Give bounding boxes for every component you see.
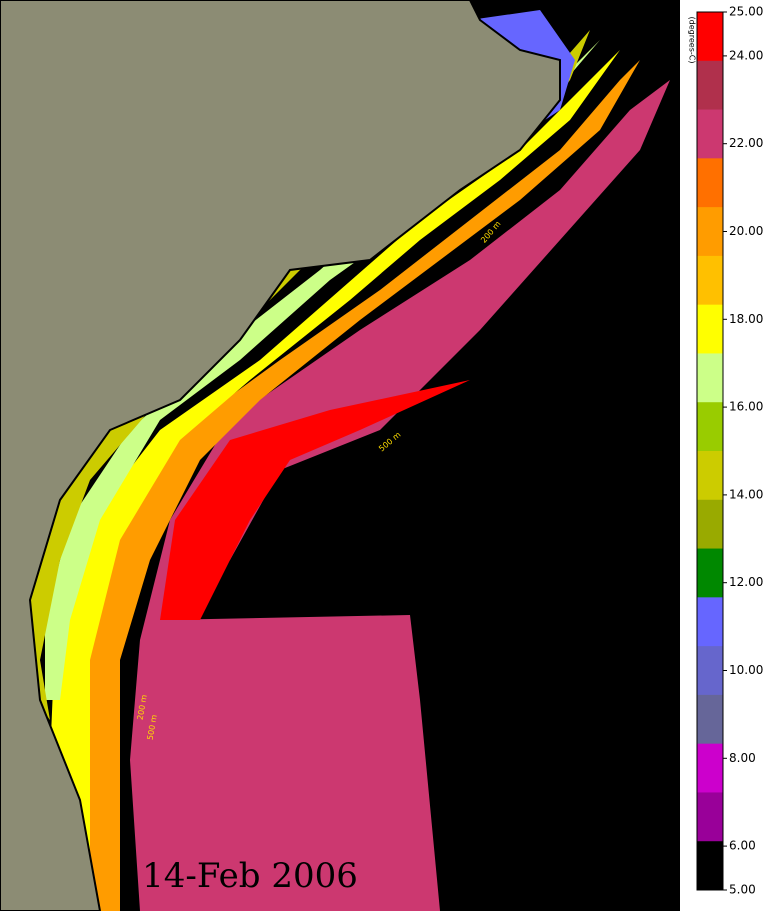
legend-tick-label: 22.00 <box>729 136 763 150</box>
legend-band <box>697 255 723 306</box>
legend-tick-label: 5.00 <box>729 883 756 897</box>
band-orange <box>70 60 640 911</box>
legend-band <box>697 597 723 647</box>
legend-band <box>697 109 723 159</box>
legend-frame <box>696 11 724 891</box>
legend-band <box>697 743 723 793</box>
legend-band <box>697 158 723 208</box>
legend-band <box>697 646 723 696</box>
legend-band <box>697 12 723 62</box>
legend-band <box>697 402 723 452</box>
legend-band <box>697 60 723 111</box>
color-legend: 25.00 24.00 22.00 20.00 18.00 16.00 14.00 12.00… <box>696 5 763 897</box>
legend-tick-label: 18.00 <box>729 312 763 326</box>
shelf-rose <box>130 80 670 911</box>
legend-band <box>697 451 723 501</box>
legend-tick-label: 20.00 <box>729 224 763 238</box>
legend-tick-label: 8.00 <box>729 751 756 765</box>
legend-band <box>697 792 723 842</box>
legend-band <box>697 499 723 550</box>
land <box>0 0 561 911</box>
date-label: 14-Feb 2006 <box>142 856 358 896</box>
legend-tick-label: 6.00 <box>729 839 756 853</box>
legend-tick-label: 16.00 <box>729 400 763 414</box>
contour-label: 500 m <box>146 714 159 741</box>
legend-band <box>697 304 723 354</box>
legend-band <box>697 841 723 891</box>
legend-band <box>697 207 723 257</box>
legend-band <box>697 353 723 403</box>
legend-tick-label: 25.00 <box>729 5 763 19</box>
legend-tick-label: 24.00 <box>729 48 763 62</box>
legend-tick-label: 12.00 <box>729 575 763 589</box>
legend-band <box>697 694 723 745</box>
legend-band <box>697 548 723 598</box>
contour-label: 200 m <box>136 694 149 721</box>
legend-tick-label: 10.00 <box>729 663 763 677</box>
warm-red <box>160 380 470 620</box>
legend-tick-label: 14.00 <box>729 487 763 501</box>
legend-unit: (degrees-C) <box>688 17 697 64</box>
